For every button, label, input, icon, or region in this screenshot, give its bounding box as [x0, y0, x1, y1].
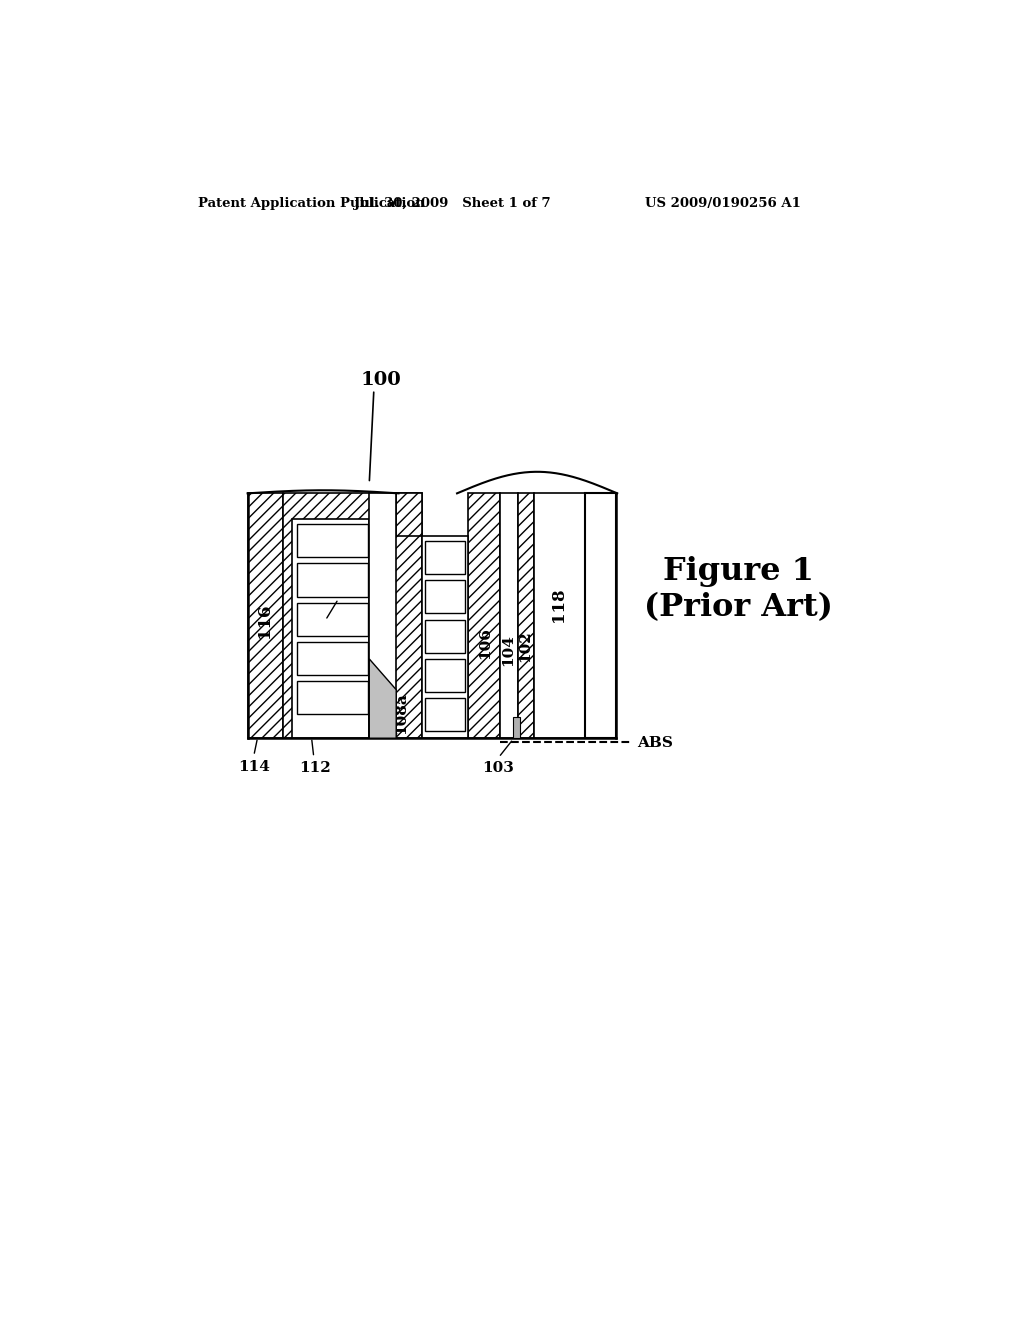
- Bar: [297, 681, 368, 714]
- Text: 108b: 108b: [327, 578, 369, 593]
- Bar: [422, 536, 468, 738]
- Text: 102: 102: [518, 630, 532, 661]
- Bar: [585, 494, 616, 738]
- Text: 114: 114: [238, 760, 269, 774]
- Bar: [535, 494, 585, 738]
- Text: 104: 104: [502, 634, 516, 665]
- Text: Jul. 30, 2009   Sheet 1 of 7: Jul. 30, 2009 Sheet 1 of 7: [354, 197, 551, 210]
- Text: 118: 118: [550, 587, 567, 622]
- Bar: [500, 494, 518, 738]
- Bar: [425, 698, 465, 731]
- Bar: [468, 494, 500, 738]
- Bar: [425, 541, 465, 574]
- Text: Patent Application Publication: Patent Application Publication: [198, 197, 424, 210]
- Text: 100: 100: [360, 371, 401, 389]
- Bar: [292, 519, 370, 738]
- Bar: [283, 494, 422, 738]
- Text: 108a: 108a: [394, 692, 409, 734]
- Bar: [248, 494, 283, 738]
- Bar: [513, 717, 520, 738]
- Text: 116: 116: [256, 603, 273, 638]
- Text: 106: 106: [478, 627, 492, 660]
- Text: 110: 110: [375, 533, 391, 569]
- Bar: [297, 564, 368, 597]
- Bar: [297, 642, 368, 675]
- Bar: [297, 603, 368, 636]
- Bar: [425, 581, 465, 614]
- Polygon shape: [370, 659, 396, 738]
- Text: US 2009/0190256 A1: US 2009/0190256 A1: [645, 197, 801, 210]
- Text: Figure 1
(Prior Art): Figure 1 (Prior Art): [644, 556, 834, 623]
- Bar: [518, 494, 535, 738]
- Text: 112: 112: [299, 762, 331, 775]
- Bar: [396, 494, 422, 536]
- Bar: [425, 659, 465, 692]
- Bar: [370, 494, 396, 738]
- Bar: [297, 524, 368, 557]
- Text: ABS: ABS: [637, 735, 673, 750]
- Text: 103: 103: [482, 762, 514, 775]
- Bar: [425, 619, 465, 653]
